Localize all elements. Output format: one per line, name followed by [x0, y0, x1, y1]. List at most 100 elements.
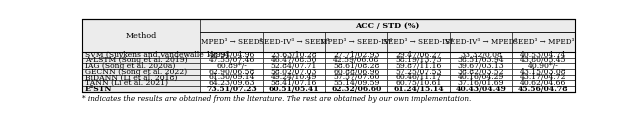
- Text: 60.89*/-: 60.89*/-: [216, 62, 247, 70]
- Text: 60.88/06.96: 60.88/06.96: [333, 68, 380, 76]
- Text: 27.71/02.93: 27.71/02.93: [333, 51, 380, 59]
- Text: 40.90*/-: 40.90*/-: [528, 62, 559, 70]
- Bar: [387, 80, 450, 86]
- Bar: [325, 32, 387, 52]
- Bar: [83, 75, 200, 80]
- Bar: [83, 63, 200, 69]
- Bar: [83, 86, 200, 92]
- Bar: [325, 80, 387, 86]
- Bar: [200, 75, 262, 80]
- Text: 40.16/04.29: 40.16/04.29: [458, 73, 504, 81]
- Text: 48.94/04.96: 48.94/04.96: [209, 51, 255, 59]
- Bar: [262, 32, 325, 52]
- Bar: [450, 75, 512, 80]
- Text: 43.17/04.72: 43.17/04.72: [520, 73, 566, 81]
- Bar: [262, 80, 325, 86]
- Text: Method: Method: [126, 31, 157, 39]
- Bar: [450, 63, 512, 69]
- Bar: [450, 32, 512, 52]
- Text: 45.56/04.78: 45.56/04.78: [518, 85, 568, 93]
- Bar: [387, 32, 450, 52]
- Text: SEED-IV³ → SEED³: SEED-IV³ → SEED³: [259, 38, 329, 46]
- Text: 37.16/01.69: 37.16/01.69: [458, 79, 504, 87]
- Text: E²STN: E²STN: [85, 85, 113, 93]
- Bar: [387, 75, 450, 80]
- Bar: [325, 58, 387, 63]
- Text: 46.47/08.30: 46.47/08.30: [271, 56, 317, 64]
- Bar: [83, 52, 200, 58]
- Text: 29.47/06.27: 29.47/06.27: [396, 51, 442, 59]
- Text: GECNN (Song et al. 2022): GECNN (Song et al. 2022): [85, 68, 187, 76]
- Bar: [262, 86, 325, 92]
- Text: 62.32/06.60: 62.32/06.60: [331, 85, 381, 93]
- Text: 61.30/09.14: 61.30/09.14: [208, 73, 255, 81]
- Bar: [512, 86, 575, 92]
- Bar: [450, 86, 512, 92]
- Bar: [200, 32, 262, 52]
- Bar: [200, 69, 262, 75]
- Bar: [512, 52, 575, 58]
- Bar: [200, 19, 575, 32]
- Text: SEED-IV³ → MPED³: SEED-IV³ → MPED³: [445, 38, 517, 46]
- Text: 43.80/05.45: 43.80/05.45: [520, 56, 566, 64]
- Text: 38.51/03.94: 38.51/03.94: [458, 56, 504, 64]
- Text: * indicates the results are obtained from the literature. The rest are obtained : * indicates the results are obtained fro…: [83, 95, 472, 103]
- Text: 58.61/08.28: 58.61/08.28: [333, 62, 380, 70]
- Text: 49.24/10.49: 49.24/10.49: [271, 73, 317, 81]
- Text: A-LSTM (Song et al. 2019): A-LSTM (Song et al. 2019): [85, 56, 188, 64]
- Bar: [262, 58, 325, 63]
- Text: BiDANN (Li et al. 2018): BiDANN (Li et al. 2018): [85, 73, 177, 81]
- Text: 38.82/03.52: 38.82/03.52: [458, 68, 504, 76]
- Text: 23.63/10.28: 23.63/10.28: [271, 51, 317, 59]
- Bar: [512, 75, 575, 80]
- Text: MPED³ → SEED³: MPED³ → SEED³: [201, 38, 262, 46]
- Text: 60.46/11.17: 60.46/11.17: [396, 73, 442, 81]
- Bar: [450, 69, 512, 75]
- Text: 47.55/07.46: 47.55/07.46: [209, 56, 255, 64]
- Text: 57.57/07.60: 57.57/07.60: [333, 73, 380, 81]
- Bar: [200, 86, 262, 92]
- Bar: [512, 80, 575, 86]
- Bar: [200, 80, 262, 86]
- Bar: [83, 69, 200, 75]
- Bar: [512, 69, 575, 75]
- Text: 61.24/15.14: 61.24/15.14: [394, 85, 444, 93]
- Bar: [325, 69, 387, 75]
- Bar: [387, 52, 450, 58]
- Bar: [262, 75, 325, 80]
- Text: 52.84/07.71: 52.84/07.71: [271, 62, 317, 70]
- Text: 40.43/04.49: 40.43/04.49: [456, 85, 506, 93]
- Text: 43.15/03.08: 43.15/03.08: [520, 68, 566, 76]
- Text: 60.51/05.41: 60.51/05.41: [269, 85, 319, 93]
- Bar: [200, 52, 262, 58]
- Bar: [387, 69, 450, 75]
- Text: 62.90/06.58: 62.90/06.58: [209, 68, 255, 76]
- Bar: [200, 58, 262, 63]
- Text: 59.87/11.16: 59.87/11.16: [396, 62, 442, 70]
- Text: 58.02/07.03: 58.02/07.03: [271, 68, 317, 76]
- Bar: [512, 32, 575, 52]
- Text: 42.59/06.08: 42.59/06.08: [333, 56, 380, 64]
- Text: 64.23/09.63: 64.23/09.63: [208, 79, 255, 87]
- Bar: [83, 58, 200, 63]
- Text: SEED³ → MPED³: SEED³ → MPED³: [513, 38, 574, 46]
- Text: TANN (Li et al. 2021): TANN (Li et al. 2021): [85, 79, 168, 87]
- Bar: [450, 52, 512, 58]
- Text: SEED³ → SEED-IV³: SEED³ → SEED-IV³: [383, 38, 454, 46]
- Bar: [200, 63, 262, 69]
- Bar: [512, 58, 575, 63]
- Bar: [83, 80, 200, 86]
- Bar: [83, 19, 575, 92]
- Text: ACC / STD (%): ACC / STD (%): [355, 22, 420, 30]
- Text: IAG (Song et al. 2020a): IAG (Song et al. 2020a): [85, 62, 175, 70]
- Text: SVM (Suykens and Vandewalle 1999): SVM (Suykens and Vandewalle 1999): [85, 51, 228, 59]
- Bar: [387, 63, 450, 69]
- Bar: [325, 52, 387, 58]
- Bar: [83, 19, 200, 52]
- Bar: [325, 86, 387, 92]
- Text: 39.67/03.13: 39.67/03.13: [458, 62, 504, 70]
- Text: 55.14/09.59: 55.14/09.59: [333, 79, 380, 87]
- Bar: [262, 69, 325, 75]
- Text: 40.62/04.66: 40.62/04.66: [520, 79, 566, 87]
- Bar: [387, 58, 450, 63]
